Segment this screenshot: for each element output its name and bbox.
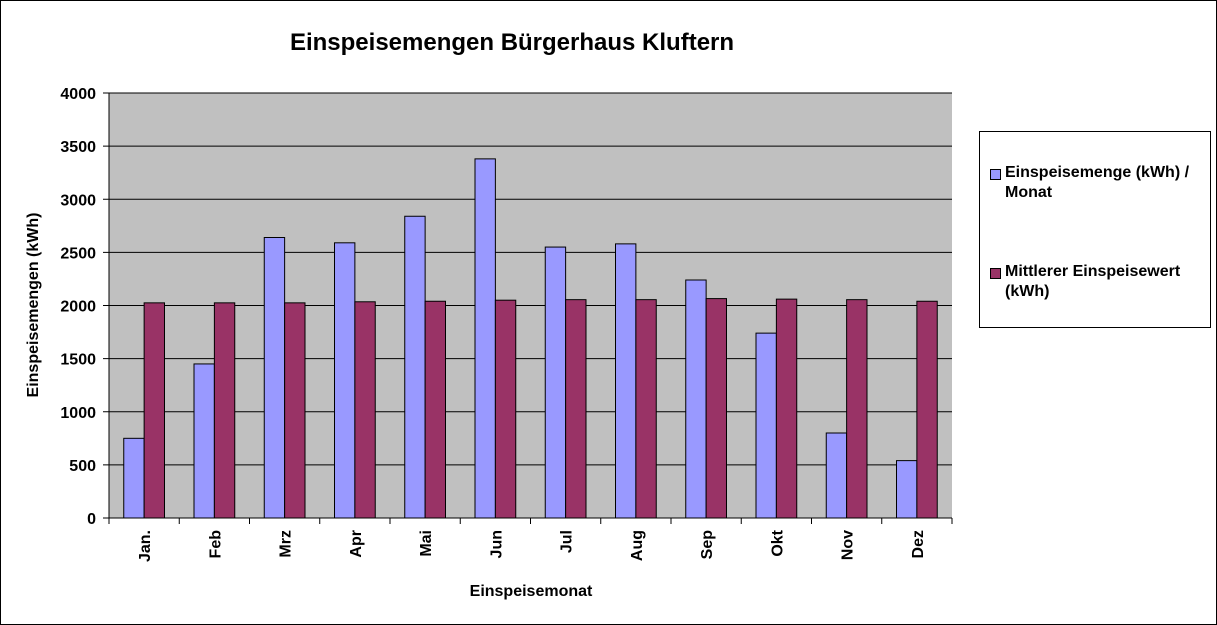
y-tick-label: 1000 (60, 405, 96, 422)
bar-series1-sep (685, 279, 707, 519)
x-axis-title: Einspeisemonat (470, 583, 593, 600)
bar-series1-dez (896, 460, 918, 519)
chart-title: Einspeisemengen Bürgerhaus Kluftern (290, 29, 734, 56)
x-tick-labels: Jan. Feb Mrz Apr Mai Jun Jul Aug Sep Okt Nov Dez (137, 529, 927, 562)
bar-series2-mai (424, 300, 446, 519)
y-tick-label: 4000 (60, 86, 96, 103)
x-tick-label: Okt (769, 529, 786, 556)
axes (103, 92, 953, 524)
legend-label-series2: Mittlerer Einspeisewert (kWh) (1005, 262, 1180, 302)
x-tick-label: Sep (699, 530, 716, 560)
bar-series2-okt (775, 298, 798, 519)
legend-label-series2-line1: Mittlerer Einspeisewert (1005, 263, 1181, 280)
bar-series1-nov (825, 432, 848, 519)
legend-item-series2: Mittlerer Einspeisewert (kWh) (990, 262, 1205, 302)
bar-series2-jan (143, 302, 165, 519)
bar-series1-apr (334, 242, 356, 519)
x-tick-label: Jul (559, 530, 576, 553)
legend-swatch-series1 (990, 169, 1001, 180)
bar-series2-nov (846, 299, 868, 519)
y-tick-label: 500 (69, 458, 96, 475)
y-tick-label: 3500 (60, 139, 96, 156)
bar-series2-sep (705, 298, 727, 519)
bar-series1-jan (123, 437, 145, 519)
bar-series2-dez (916, 300, 938, 519)
bar-series2-jul (565, 299, 587, 519)
y-tick-label: 2000 (60, 299, 96, 316)
x-tick-label: Apr (348, 530, 365, 558)
bar-series2-aug (635, 299, 657, 519)
bar-series1-okt (755, 332, 777, 519)
y-tick-label: 3000 (60, 192, 96, 209)
bar-series1-mrz (263, 237, 286, 519)
bar-series1-jun (474, 158, 496, 519)
bar-series1-aug (615, 243, 637, 519)
x-tick-label: Mai (418, 530, 435, 557)
legend-item-series1: Einspeisemenge (kWh) / Monat (990, 163, 1205, 203)
x-tick-label: Jan. (137, 530, 154, 562)
x-tick-label: Feb (207, 530, 224, 559)
x-tick-label: Aug (629, 530, 646, 561)
bar-series2-feb (213, 302, 236, 519)
bar-series2-apr (354, 301, 376, 519)
bars (123, 158, 938, 519)
bar-series2-mrz (284, 302, 306, 519)
y-tick-label: 0 (87, 511, 96, 528)
y-tick-label: 1500 (60, 352, 96, 369)
legend-label-series1-line1: Einspeisemenge (kWh) / (1005, 164, 1190, 181)
y-tick-labels: 0 500 1000 1500 2000 2500 3000 3500 4000 (60, 86, 96, 528)
bar-series1-jul (544, 246, 567, 519)
legend-label-series1-line2: Monat (1005, 184, 1053, 201)
x-tick-label: Nov (840, 530, 857, 560)
y-axis-title: Einspeisemengen (kWh) (25, 213, 42, 398)
legend-label-series2-line2: (kWh) (1005, 283, 1050, 300)
legend-label-series1: Einspeisemenge (kWh) / Monat (1005, 163, 1189, 203)
y-tick-label: 2500 (60, 245, 96, 262)
bar-series1-feb (193, 363, 215, 519)
legend: Einspeisemenge (kWh) / Monat Mittlerer E… (979, 131, 1211, 328)
grid-lines (109, 92, 952, 466)
bar-series1-mai (404, 215, 426, 519)
x-tick-label: Jun (488, 530, 505, 558)
x-tick-label: Mrz (278, 530, 295, 558)
legend-swatch-series2 (990, 268, 1001, 279)
bar-series2-jun (494, 299, 517, 519)
x-tick-label: Dez (910, 530, 927, 558)
